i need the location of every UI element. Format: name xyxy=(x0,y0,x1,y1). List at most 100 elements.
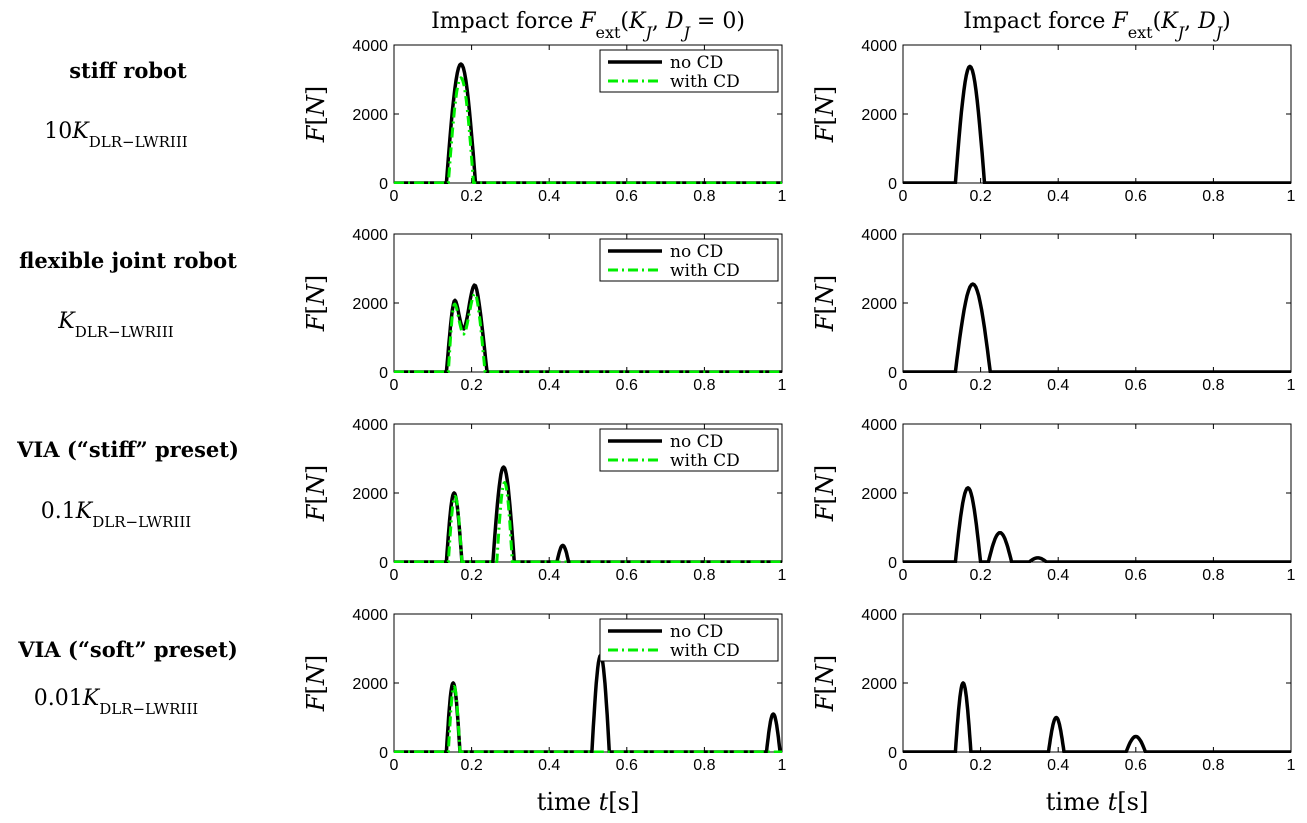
x-tick-label: 0 xyxy=(390,377,399,394)
x-tick-label: 0.8 xyxy=(1202,757,1224,774)
legend-label-no-cd: no CD xyxy=(670,622,723,642)
x-tick-label: 1 xyxy=(778,188,787,205)
x-tick-label: 0.8 xyxy=(693,188,715,205)
series-no-cd xyxy=(903,681,1291,753)
x-tick-label: 0.2 xyxy=(969,567,991,584)
x-tick-label: 0.4 xyxy=(538,757,560,774)
legend-label-no-cd: no CD xyxy=(670,53,723,73)
series-with-cd xyxy=(394,76,782,184)
x-tick-label: 1 xyxy=(1287,188,1296,205)
y-tick-label: 2000 xyxy=(352,486,388,503)
x-tick-label: 0.4 xyxy=(538,188,560,205)
y-tick-label: 4000 xyxy=(352,417,388,434)
legend-box xyxy=(599,49,779,93)
x-tick-label: 0 xyxy=(390,757,399,774)
y-tick-label: 2000 xyxy=(352,107,388,124)
y-tick-label: 2000 xyxy=(861,296,897,313)
x-axis-label: time t[s] xyxy=(537,788,640,816)
y-tick-label: 4000 xyxy=(352,227,388,244)
y-tick-label: 4000 xyxy=(861,607,897,624)
x-tick-label: 0.8 xyxy=(1202,567,1224,584)
column-title: Impact force Fext(KJ, DJ) xyxy=(963,9,1230,42)
legend-label-with-cd: with CD xyxy=(670,261,740,281)
series-no-cd xyxy=(394,62,782,184)
y-axis-label: F[N] xyxy=(302,465,330,522)
x-tick-label: 0.6 xyxy=(1125,188,1147,205)
axes-box xyxy=(902,423,1292,563)
y-axis-label: F[N] xyxy=(811,465,839,522)
x-tick-label: 0 xyxy=(899,567,908,584)
x-tick-label: 0.2 xyxy=(969,377,991,394)
x-tick-label: 0.6 xyxy=(1125,757,1147,774)
x-tick-label: 0.4 xyxy=(538,377,560,394)
row-stiffness: KDLR−LWRIII xyxy=(57,309,174,341)
series-with-cd xyxy=(394,292,782,373)
row-label: VIA (“stiff” preset) xyxy=(16,437,239,462)
x-tick-label: 0.6 xyxy=(1125,377,1147,394)
x-tick-label: 0 xyxy=(390,567,399,584)
legend-label-no-cd: no CD xyxy=(670,242,723,262)
y-tick-label: 2000 xyxy=(352,676,388,693)
row-label: VIA (“soft” preset) xyxy=(17,637,238,662)
y-tick-label: 2000 xyxy=(861,676,897,693)
x-tick-label: 0.6 xyxy=(616,757,638,774)
subplot-r1-c1: 0 0.2 0.4 0.6 0.8 1 0 2000 4000 F[N] xyxy=(811,227,1296,394)
y-tick-label: 4000 xyxy=(352,38,388,55)
y-axis-label: F[N] xyxy=(302,275,330,332)
subplot-r2-c1: 0 0.2 0.4 0.6 0.8 1 0 2000 4000 F[N] xyxy=(811,417,1296,584)
row-stiffness: 0.01KDLR−LWRIII xyxy=(34,686,198,718)
y-tick-label: 0 xyxy=(379,745,388,762)
y-axis-label: F[N] xyxy=(811,275,839,332)
x-axis-label: time t[s] xyxy=(1046,788,1149,816)
x-tick-label: 0.8 xyxy=(1202,377,1224,394)
column-title: Impact force Fext(KJ, DJ = 0) xyxy=(431,9,745,42)
series-no-cd xyxy=(903,486,1291,563)
x-tick-label: 0.8 xyxy=(1202,188,1224,205)
y-tick-label: 0 xyxy=(888,176,897,193)
legend-box xyxy=(599,238,779,282)
y-tick-label: 0 xyxy=(379,176,388,193)
y-tick-label: 4000 xyxy=(861,227,897,244)
series-with-cd xyxy=(394,481,782,563)
x-tick-label: 0.2 xyxy=(969,188,991,205)
x-tick-label: 0.2 xyxy=(460,188,482,205)
series-with-cd xyxy=(394,685,782,753)
x-tick-label: 0.2 xyxy=(460,377,482,394)
legend-label-with-cd: with CD xyxy=(670,641,740,661)
x-tick-label: 0.2 xyxy=(460,567,482,584)
y-tick-label: 2000 xyxy=(352,296,388,313)
series-no-cd xyxy=(903,282,1291,373)
series-no-cd xyxy=(903,64,1291,184)
y-tick-label: 4000 xyxy=(861,417,897,434)
y-tick-label: 0 xyxy=(888,745,897,762)
y-tick-label: 0 xyxy=(379,365,388,382)
y-axis-label: F[N] xyxy=(811,655,839,712)
x-tick-label: 0 xyxy=(390,188,399,205)
y-axis-label: F[N] xyxy=(302,655,330,712)
x-tick-label: 0.8 xyxy=(693,377,715,394)
subplot-r3-c1: 0 0.2 0.4 0.6 0.8 1 0 2000 4000 F[N] xyxy=(811,607,1296,774)
row-stiffness: 10KDLR−LWRIII xyxy=(44,119,188,151)
x-tick-label: 0 xyxy=(899,188,908,205)
y-tick-label: 0 xyxy=(888,365,897,382)
x-tick-label: 0.8 xyxy=(693,757,715,774)
legend-box xyxy=(599,618,779,662)
x-tick-label: 0.4 xyxy=(538,567,560,584)
legend-box xyxy=(599,428,779,472)
x-tick-label: 1 xyxy=(1287,757,1296,774)
row-label: flexible joint robot xyxy=(19,248,237,273)
x-tick-label: 1 xyxy=(778,377,787,394)
x-tick-label: 0.2 xyxy=(460,757,482,774)
x-tick-label: 0.6 xyxy=(1125,567,1147,584)
legend-label-no-cd: no CD xyxy=(670,432,723,452)
row-label: stiff robot xyxy=(69,58,187,83)
x-tick-label: 0.4 xyxy=(1047,377,1069,394)
y-tick-label: 0 xyxy=(379,555,388,572)
legend-label-with-cd: with CD xyxy=(670,72,740,92)
